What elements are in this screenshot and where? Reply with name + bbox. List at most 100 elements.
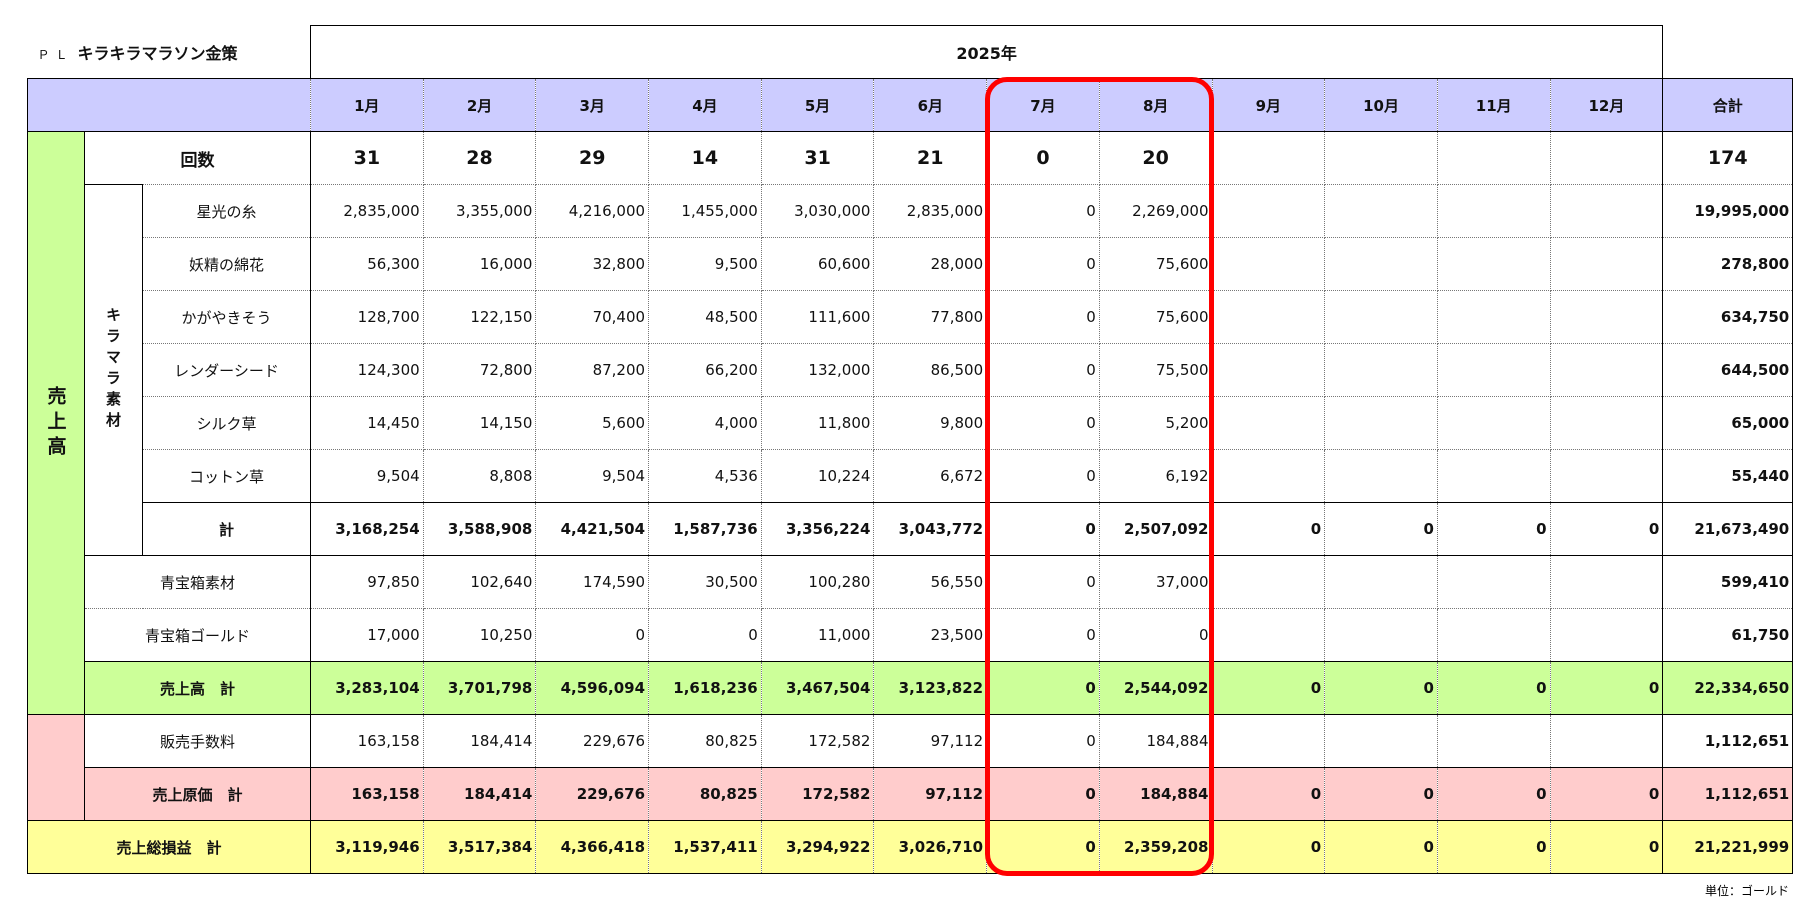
group-cost	[27, 714, 85, 821]
title-cell: ＰＬ キラキラマラソン金策	[28, 26, 311, 79]
month-header: 4月	[648, 78, 762, 132]
value-cell	[1324, 290, 1438, 344]
month-header: 9月	[1211, 78, 1326, 132]
blank-cell	[1663, 26, 1793, 79]
value-cell	[1549, 714, 1664, 768]
value-cell	[1211, 714, 1326, 768]
value-cell: 23,500	[873, 608, 988, 662]
value-cell: 86,500	[873, 343, 988, 397]
value-cell: 97,850	[310, 555, 424, 609]
value-cell: 75,500	[1098, 343, 1213, 397]
value-cell: 1,587,736	[648, 502, 762, 556]
value-cell	[1549, 449, 1664, 503]
value-cell: 1,537,411	[648, 820, 762, 874]
month-header: 5月	[760, 78, 875, 132]
value-cell: 28	[422, 131, 537, 185]
value-cell: 0	[1549, 502, 1664, 556]
value-cell: 0	[1211, 502, 1326, 556]
value-cell	[1324, 184, 1438, 238]
value-cell: 77,800	[873, 290, 988, 344]
value-cell: 0	[986, 767, 1100, 821]
value-cell	[1436, 608, 1551, 662]
value-cell: 0	[1324, 820, 1438, 874]
month-header: 12月	[1549, 78, 1664, 132]
value-cell: 100,280	[760, 555, 875, 609]
value-cell	[1549, 396, 1664, 450]
value-cell	[1324, 608, 1438, 662]
total-cell: 599,410	[1662, 555, 1794, 609]
value-cell: 1,455,000	[648, 184, 762, 238]
total-cell: 65,000	[1662, 396, 1794, 450]
group-kirama: キラマラ素材	[84, 184, 143, 556]
value-cell: 3,026,710	[873, 820, 988, 874]
value-cell: 10,224	[760, 449, 875, 503]
value-cell: 3,123,822	[873, 661, 988, 715]
value-cell: 184,414	[422, 714, 537, 768]
value-cell: 1,618,236	[648, 661, 762, 715]
value-cell: 0	[1324, 502, 1438, 556]
value-cell: 2,507,092	[1098, 502, 1213, 556]
value-cell: 2,269,000	[1098, 184, 1213, 238]
value-cell: 124,300	[310, 343, 424, 397]
total-cell: 1,112,651	[1662, 714, 1794, 768]
value-cell: 2,835,000	[310, 184, 424, 238]
value-cell: 0	[986, 237, 1100, 291]
value-cell: 4,000	[648, 396, 762, 450]
value-cell: 3,283,104	[310, 661, 424, 715]
value-cell: 3,467,504	[760, 661, 875, 715]
value-cell: 37,000	[1098, 555, 1213, 609]
value-cell: 75,600	[1098, 237, 1213, 291]
total-cell: 174	[1662, 131, 1794, 185]
value-cell	[1211, 184, 1326, 238]
value-cell: 11,800	[760, 396, 875, 450]
value-cell: 172,582	[760, 714, 875, 768]
value-cell: 14,450	[310, 396, 424, 450]
row-label: 星光の糸	[142, 184, 311, 238]
value-cell	[1436, 290, 1551, 344]
data-row: 青宝箱素材 97,850 102,640 174,590 30,500 100,280 56…	[28, 555, 1794, 609]
value-cell: 0	[1098, 608, 1213, 662]
total-cell: 644,500	[1662, 343, 1794, 397]
unit-note: 単位：ゴールド	[1704, 883, 1789, 898]
value-cell: 0	[986, 555, 1100, 609]
value-cell: 6,672	[873, 449, 988, 503]
data-row: レンダーシード 124,300 72,800 87,200 66,200 132,000 8…	[28, 343, 1794, 397]
value-cell: 132,000	[760, 343, 875, 397]
row-label: 売上原価 計	[84, 767, 311, 821]
value-cell	[1324, 714, 1438, 768]
value-cell: 60,600	[760, 237, 875, 291]
value-cell	[1324, 237, 1438, 291]
sheet-title: キラキラマラソン金策	[77, 43, 238, 63]
value-cell: 72,800	[422, 343, 537, 397]
value-cell: 4,216,000	[535, 184, 650, 238]
year-cell: 2025年	[309, 25, 1664, 79]
data-row: 計 3,168,254 3,588,908 4,421,504 1,587,736 3,3…	[28, 502, 1794, 556]
value-cell: 87,200	[535, 343, 650, 397]
data-row: かがやきそう 128,700 122,150 70,400 48,500 111,600 7…	[28, 290, 1794, 344]
total-cell: 21,673,490	[1662, 502, 1794, 556]
data-row: 売上原価 計 163,158 184,414 229,676 80,825 172,582…	[28, 767, 1794, 821]
value-cell: 0	[1324, 661, 1438, 715]
value-cell: 3,588,908	[422, 502, 537, 556]
data-row: 妖精の綿花 56,300 16,000 32,800 9,500 60,600 28,000…	[28, 237, 1794, 291]
total-cell: 634,750	[1662, 290, 1794, 344]
value-cell: 3,294,922	[760, 820, 875, 874]
value-cell: 163,158	[310, 714, 424, 768]
value-cell: 0	[986, 184, 1100, 238]
value-cell: 111,600	[760, 290, 875, 344]
value-cell: 9,500	[648, 237, 762, 291]
value-cell: 80,825	[648, 714, 762, 768]
value-cell: 14	[648, 131, 762, 185]
total-cell: 278,800	[1662, 237, 1794, 291]
value-cell: 2,835,000	[873, 184, 988, 238]
value-cell: 184,884	[1098, 767, 1213, 821]
value-cell: 3,119,946	[310, 820, 424, 874]
value-cell	[1324, 449, 1438, 503]
value-cell	[1436, 449, 1551, 503]
value-cell: 11,000	[760, 608, 875, 662]
value-cell	[1211, 396, 1326, 450]
value-cell: 0	[986, 396, 1100, 450]
value-cell: 4,536	[648, 449, 762, 503]
total-cell: 1,112,651	[1662, 767, 1794, 821]
value-cell: 4,596,094	[535, 661, 650, 715]
